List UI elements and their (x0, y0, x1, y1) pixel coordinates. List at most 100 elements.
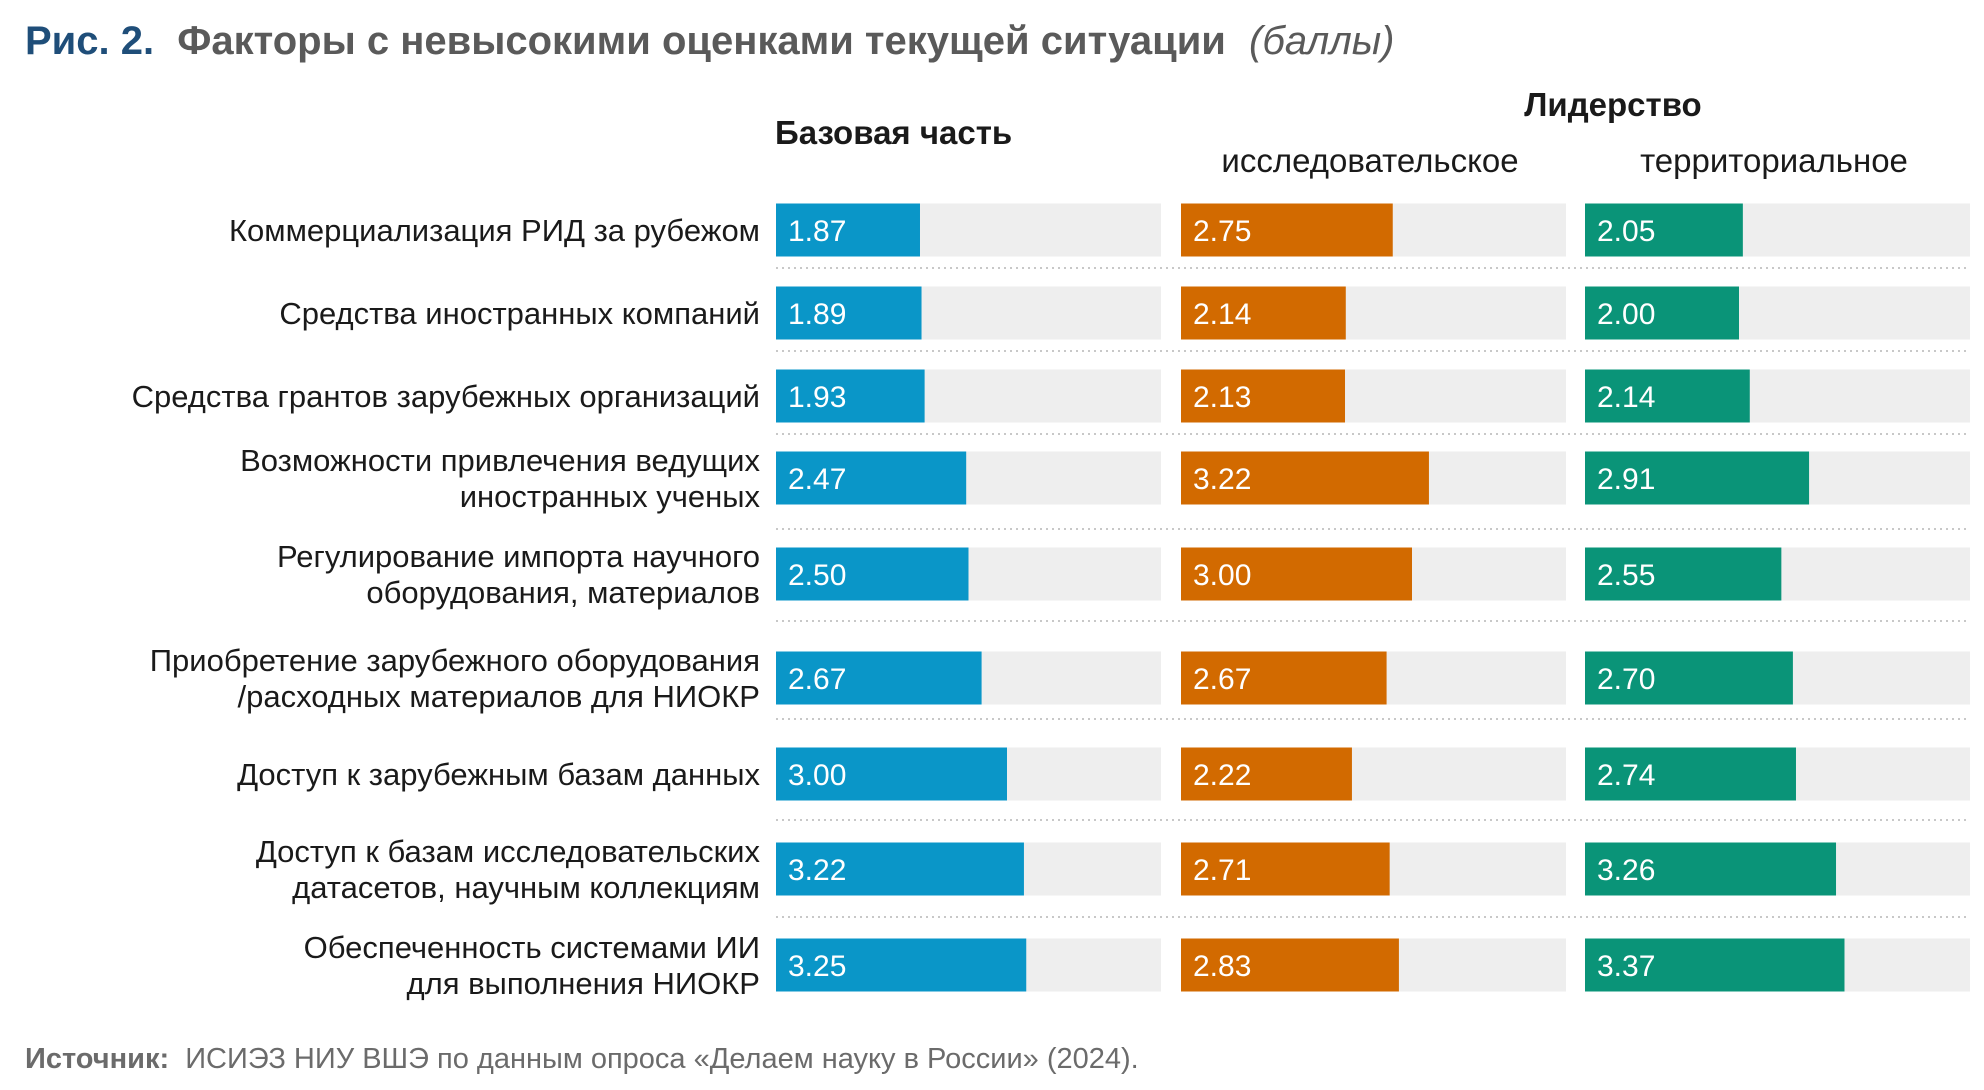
bar-value-label: 2.83 (1193, 950, 1251, 983)
bar-value-label: 2.70 (1597, 663, 1655, 696)
category-label: Регулирование импорта научного оборудован… (277, 539, 760, 610)
category-label-line: датасетов, научным коллекциям (292, 870, 760, 905)
bar-territorial (1585, 451, 1810, 505)
bar-value-label: 1.93 (788, 381, 846, 414)
bar-territorial (1585, 651, 1793, 705)
chart-row: Доступ к зарубежным базам данных 3.00 2.22… (237, 747, 1970, 801)
chart-rows: Коммерциализация РИД за рубежом 1.87 2.75 2… (132, 203, 1970, 1001)
bar-value-label: 3.22 (788, 854, 846, 887)
bar-territorial (1585, 547, 1782, 601)
bar-research (1181, 842, 1390, 896)
category-label: Средства иностранных компаний (279, 296, 760, 331)
category-label-line: Доступ к базам исследовательских (256, 834, 761, 869)
bar-value-label: 2.14 (1193, 298, 1251, 331)
bar-value-label: 2.67 (1193, 663, 1251, 696)
category-label-line: Регулирование импорта научного (277, 539, 760, 574)
bar-territorial (1585, 286, 1739, 340)
bar-research (1181, 286, 1346, 340)
subheader-research: исследовательское (1221, 142, 1518, 179)
bar-base (776, 651, 982, 705)
category-label-line: Средства иностранных компаний (279, 296, 760, 331)
chart-row: Средства иностранных компаний 1.89 2.14 2.0… (279, 286, 1970, 340)
category-label-line: оборудования, материалов (366, 575, 760, 610)
bar-value-label: 1.87 (788, 215, 846, 248)
category-label: Средства грантов зарубежных организаций (132, 379, 760, 414)
bar-value-label: 3.00 (788, 759, 846, 792)
bar-value-label: 2.55 (1597, 559, 1655, 592)
chart-row: Доступ к базам исследовательских датасето… (256, 834, 1970, 905)
chart-row: Возможности привлечения ведущих иностранн… (240, 443, 1970, 514)
category-label: Обеспеченность системами ИИ для выполнени… (304, 930, 760, 1001)
title-unit: (баллы) (1249, 19, 1395, 63)
category-label: Возможности привлечения ведущих иностранн… (240, 443, 760, 514)
bar-research (1181, 938, 1399, 992)
title-text: Факторы с невысокими оценками текущей си… (177, 19, 1226, 63)
chart-row: Регулирование импорта научного оборудован… (277, 539, 1970, 610)
category-label-line: для выполнения НИОКР (407, 966, 760, 1001)
row-separators (776, 267, 1970, 918)
bar-value-label: 2.13 (1193, 381, 1251, 414)
bar-research (1181, 547, 1412, 601)
bar-value-label: 2.91 (1597, 463, 1655, 496)
bar-base (776, 747, 1007, 801)
bar-value-label: 2.00 (1597, 298, 1655, 331)
category-label-line: Возможности привлечения ведущих (240, 443, 760, 478)
bar-value-label: 2.71 (1193, 854, 1251, 887)
category-label-line: иностранных ученых (460, 479, 761, 514)
category-label: Доступ к базам исследовательских датасето… (256, 834, 761, 905)
category-label: Приобретение зарубежного оборудования/ра… (150, 643, 760, 714)
bar-value-label: 2.75 (1193, 215, 1251, 248)
category-label: Коммерциализация РИД за рубежом (229, 213, 760, 248)
chart-row: Приобретение зарубежного оборудования/ра… (150, 643, 1970, 714)
bar-base (776, 369, 925, 423)
chart-row: Коммерциализация РИД за рубежом 1.87 2.75 2… (229, 203, 1970, 257)
bar-research (1181, 451, 1429, 505)
bar-value-label: 2.74 (1597, 759, 1655, 792)
bar-value-label: 2.05 (1597, 215, 1655, 248)
bar-value-label: 2.47 (788, 463, 846, 496)
chart-row: Обеспеченность системами ИИ для выполнени… (304, 930, 1970, 1001)
figure-number: Рис. 2. (25, 19, 154, 63)
category-label-line: Приобретение зарубежного оборудования (150, 643, 760, 678)
category-label: Доступ к зарубежным базам данных (237, 757, 760, 792)
bar-value-label: 3.00 (1193, 559, 1251, 592)
bar-value-label: 1.89 (788, 298, 846, 331)
subheader-territorial: территориальное (1640, 142, 1908, 179)
bar-territorial (1585, 203, 1743, 257)
bar-research (1181, 651, 1387, 705)
bar-territorial (1585, 842, 1837, 896)
bar-base (776, 547, 969, 601)
bar-territorial (1585, 747, 1796, 801)
bar-research (1181, 747, 1352, 801)
source-text: ИСИЭЗ НИУ ВШЭ по данным опроса «Делаем н… (185, 1043, 1139, 1075)
bar-territorial (1585, 369, 1750, 423)
chart-row: Средства грантов зарубежных организаций 1… (132, 369, 1970, 423)
bar-value-label: 3.22 (1193, 463, 1251, 496)
category-label-line: Обеспеченность системами ИИ (304, 930, 760, 965)
bar-value-label: 3.25 (788, 950, 846, 983)
category-label-line: Доступ к зарубежным базам данных (237, 757, 760, 792)
bar-base (776, 203, 920, 257)
bar-research (1181, 203, 1393, 257)
bar-base (776, 286, 922, 340)
bar-base (776, 451, 967, 505)
bar-base (776, 938, 1027, 992)
source-note: Источник: ИСИЭЗ НИУ ВШЭ по данным опроса… (25, 1043, 1139, 1075)
bar-value-label: 2.50 (788, 559, 846, 592)
category-label-line: Коммерциализация РИД за рубежом (229, 213, 760, 248)
bar-value-label: 3.37 (1597, 950, 1655, 983)
bar-value-label: 2.67 (788, 663, 846, 696)
bar-research (1181, 369, 1346, 423)
bar-value-label: 2.22 (1193, 759, 1251, 792)
chart-title: Рис. 2. Факторы с невысокими оценками те… (25, 19, 1395, 63)
bar-value-label: 2.14 (1597, 381, 1655, 414)
source-label: Источник: (25, 1043, 169, 1075)
header-base: Базовая часть (775, 114, 1012, 151)
header-leadership: Лидерство (1524, 86, 1701, 123)
bar-base (776, 842, 1024, 896)
category-label-line: Средства грантов зарубежных организаций (132, 379, 760, 414)
bar-value-label: 3.26 (1597, 854, 1655, 887)
category-label-line: /расходных материалов для НИОКР (237, 679, 760, 714)
bar-territorial (1585, 938, 1845, 992)
